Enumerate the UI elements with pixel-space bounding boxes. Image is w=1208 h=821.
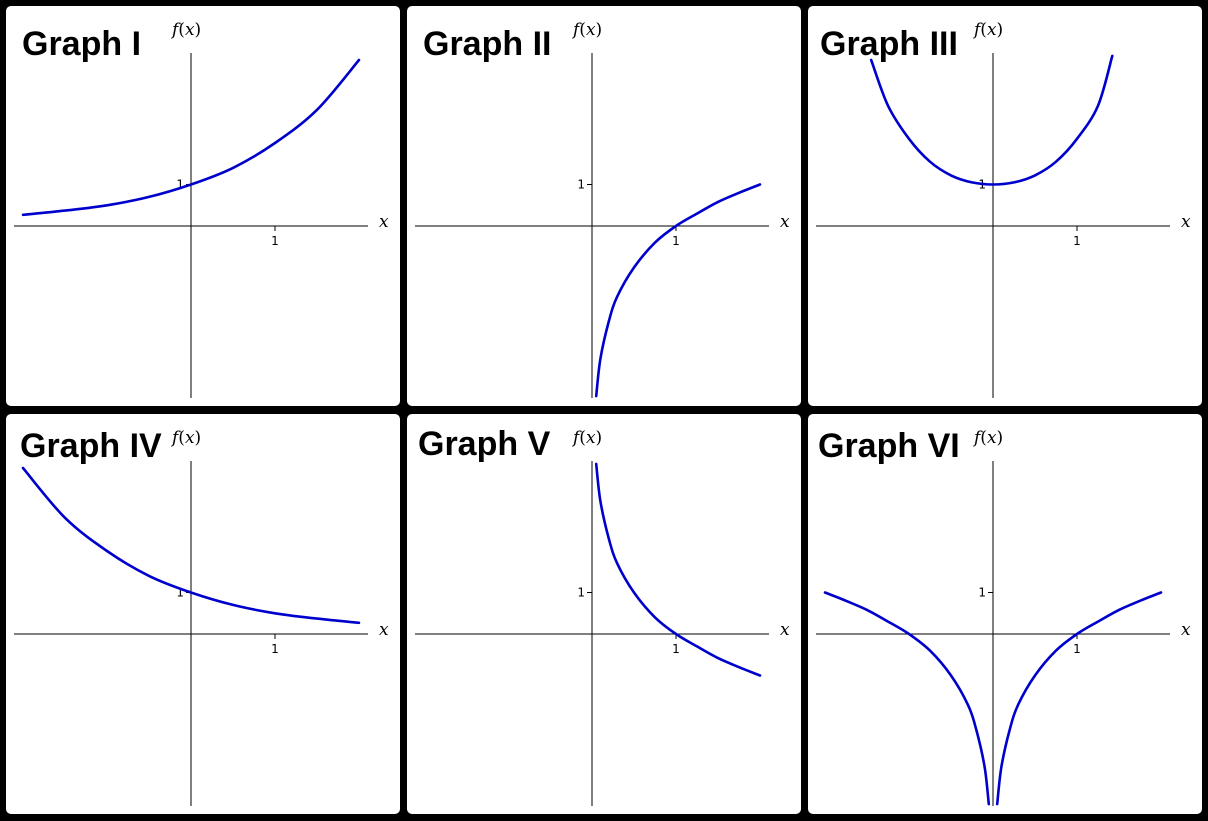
curve-1 <box>21 58 361 217</box>
y-tick-label-1: 1 <box>176 178 184 192</box>
graph-title-5: Graph V <box>418 425 551 463</box>
x-tick-label-6: 1 <box>1073 642 1081 656</box>
x-tick-label-5: 1 <box>672 642 680 656</box>
y-axis-label-6: f(x) <box>972 428 1003 448</box>
x-tick-label-3: 1 <box>1073 234 1081 248</box>
graph-plot-4: 1 1 x f(x) <box>14 428 389 806</box>
graph-panel-4: 1 1 x f(x) Graph IV <box>6 414 400 814</box>
y-axis-label-3: f(x) <box>972 20 1003 40</box>
curve-5 <box>594 462 762 677</box>
graph-title-4: Graph IV <box>20 427 162 465</box>
x-tick-label-4: 1 <box>271 642 279 656</box>
curve-6-2 <box>995 591 1163 806</box>
x-axis-label-3: x <box>1181 212 1191 232</box>
graph-title-2: Graph II <box>423 25 552 63</box>
y-axis-label-4: f(x) <box>170 428 201 448</box>
y-tick-label-4: 1 <box>176 586 184 600</box>
x-tick-label-2: 1 <box>672 234 680 248</box>
y-tick-label-5: 1 <box>577 586 585 600</box>
graph-plot-6: 1 1 x f(x) <box>816 428 1191 806</box>
graph-panel-2: 1 1 x f(x) Graph II <box>407 6 801 406</box>
y-axis-label-2: f(x) <box>571 20 602 40</box>
x-tick-label-1: 1 <box>271 234 279 248</box>
x-axis-label-1: x <box>379 212 389 232</box>
x-axis-label-5: x <box>780 620 790 640</box>
x-axis-label-6: x <box>1181 620 1191 640</box>
curve-3 <box>869 54 1114 186</box>
graph-title-1: Graph I <box>22 25 142 63</box>
graph-panel-1: 1 1 x f(x) Graph I <box>6 6 400 406</box>
graph-panel-6: 1 1 x f(x) Graph VI <box>808 414 1202 814</box>
graph-panel-3: 1 1 x f(x) Graph III <box>808 6 1202 406</box>
y-axis-label-1: f(x) <box>170 20 201 40</box>
x-axis-label-2: x <box>780 212 790 232</box>
graph-plot-1: 1 1 x f(x) <box>14 20 389 398</box>
graph-title-3: Graph III <box>820 25 958 63</box>
graph-panel-5: 1 1 x f(x) Graph V <box>407 414 801 814</box>
y-tick-label-2: 1 <box>577 178 585 192</box>
x-axis-label-4: x <box>379 620 389 640</box>
graph-plot-5: 1 1 x f(x) <box>415 428 790 806</box>
graph-plot-2: 1 1 x f(x) <box>415 20 790 398</box>
curve-2 <box>594 183 762 398</box>
graph-title-6: Graph VI <box>818 427 960 465</box>
y-axis-label-5: f(x) <box>571 428 602 448</box>
curve-6-1 <box>823 591 991 806</box>
curve-4 <box>21 466 361 625</box>
y-tick-label-6: 1 <box>978 586 986 600</box>
